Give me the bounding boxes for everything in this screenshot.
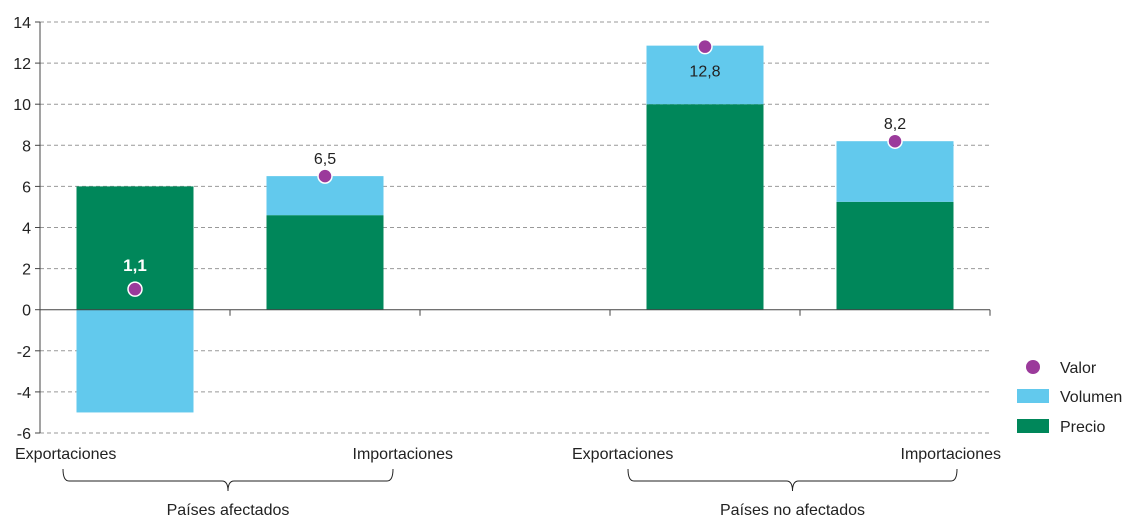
- axes: [39, 22, 991, 433]
- y-tick-label: 12: [13, 56, 31, 73]
- bar-volumen: [836, 141, 954, 202]
- legend-label: Precio: [1060, 419, 1105, 436]
- valor-point: [127, 281, 143, 297]
- valor-label: 12,8: [689, 64, 720, 81]
- y-tick-label: 14: [13, 15, 31, 32]
- legend-swatch-precio: [1017, 419, 1049, 433]
- y-tick-label: 10: [13, 97, 31, 114]
- valor-point: [697, 38, 713, 55]
- legend-swatch-volumen: [1017, 389, 1049, 403]
- category-label: Exportaciones: [572, 446, 673, 463]
- legend-label: Volumen: [1060, 389, 1122, 406]
- group-labels: Países afectados Países no afectados: [62, 468, 958, 519]
- category-label: Importaciones: [901, 446, 1002, 463]
- y-tick-label: 0: [22, 303, 31, 320]
- group-label: Países afectados: [167, 502, 290, 519]
- legend-swatch-valor: [1026, 360, 1040, 374]
- bar-volumen: [646, 45, 764, 105]
- valor-point: [317, 168, 333, 184]
- bar-precio: [836, 201, 954, 310]
- group-brace: [62, 468, 394, 492]
- value-points: 1,1 6,5 12,8 8,2: [123, 38, 906, 297]
- bar-volumen: [76, 309, 194, 413]
- valor-label: 8,2: [884, 116, 906, 133]
- y-tick-label: -2: [17, 344, 31, 361]
- y-axis: -6 -4 -2 0 2 4 6 8 10 12 14: [13, 15, 40, 443]
- valor-point: [887, 133, 903, 149]
- y-tick-label: 8: [22, 138, 31, 155]
- y-tick-label: 4: [22, 221, 31, 238]
- category-label: Exportaciones: [15, 446, 116, 463]
- group-label: Países no afectados: [720, 502, 865, 519]
- bars: [76, 45, 954, 413]
- legend-label: Valor: [1060, 360, 1097, 377]
- category-labels: Exportaciones Importaciones Exportaciones I…: [15, 446, 1001, 463]
- legend: Valor Volumen Precio: [1017, 360, 1122, 436]
- valor-label: 6,5: [314, 151, 336, 168]
- bar-precio: [646, 104, 764, 310]
- y-tick-label: -4: [17, 385, 31, 402]
- y-tick-label: 2: [22, 262, 31, 279]
- grid-lines: [40, 21, 990, 434]
- group-brace: [627, 468, 958, 492]
- category-label: Importaciones: [353, 446, 454, 463]
- y-tick-label: 6: [22, 179, 31, 196]
- bar-precio: [266, 215, 384, 310]
- y-tick-label: -6: [17, 426, 31, 443]
- valor-label: 1,1: [123, 256, 147, 275]
